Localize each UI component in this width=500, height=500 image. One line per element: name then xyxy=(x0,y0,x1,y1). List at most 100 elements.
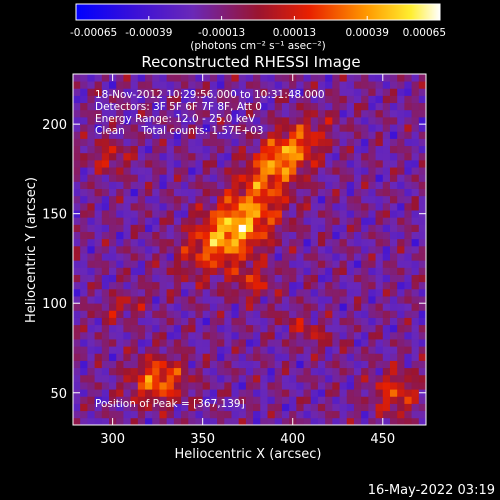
heatmap-cell xyxy=(116,288,124,297)
heatmap-cell xyxy=(94,174,103,182)
heatmap-cell xyxy=(123,274,132,283)
heatmap-cell xyxy=(310,417,319,426)
heatmap-cell xyxy=(339,202,348,211)
heatmap-cell xyxy=(274,81,283,89)
heatmap-cell xyxy=(317,116,326,125)
heatmap-cell xyxy=(303,238,312,247)
heatmap-cell xyxy=(238,174,247,182)
heatmap-cell xyxy=(397,138,405,147)
heatmap-cell xyxy=(202,167,211,175)
heatmap-cell xyxy=(397,131,405,139)
heatmap-cell xyxy=(173,403,182,412)
heatmap-cell xyxy=(238,145,247,154)
heatmap-cell xyxy=(332,331,340,340)
heatmap-cell xyxy=(166,410,175,419)
heatmap-cell xyxy=(152,317,160,326)
heatmap-cell xyxy=(325,74,333,82)
heatmap-cell xyxy=(346,367,355,376)
heatmap-cell xyxy=(94,346,103,354)
heatmap-cell xyxy=(332,131,340,139)
heatmap-cell xyxy=(317,331,326,340)
heatmap-cell xyxy=(166,331,175,340)
heatmap-cell xyxy=(245,281,254,290)
heatmap-cell xyxy=(181,303,189,311)
heatmap-cell xyxy=(361,159,369,168)
heatmap-cell xyxy=(389,303,398,311)
heatmap-cell xyxy=(389,124,398,132)
heatmap-cell xyxy=(382,95,391,104)
heatmap-cell xyxy=(231,95,240,104)
heatmap-cell xyxy=(80,339,88,347)
heatmap-cell xyxy=(260,245,268,254)
heatmap-cell xyxy=(94,210,103,218)
heatmap-cell xyxy=(123,296,132,304)
heatmap-cell xyxy=(289,317,297,326)
heatmap-cell xyxy=(202,331,211,340)
heatmap-cell xyxy=(361,303,369,311)
heatmap-cell xyxy=(339,245,348,254)
heatmap-cell xyxy=(73,224,81,232)
heatmap-cell xyxy=(353,188,362,197)
heatmap-cell xyxy=(73,202,81,211)
heatmap-cell xyxy=(137,238,146,247)
heatmap-cell xyxy=(281,260,290,268)
heatmap-cell xyxy=(195,389,204,397)
heatmap-cell xyxy=(332,145,340,154)
heatmap-cell xyxy=(137,274,146,283)
heatmap-cell xyxy=(281,374,290,383)
heatmap-cell xyxy=(209,389,218,397)
heatmap-cell xyxy=(145,417,153,426)
heatmap-cell xyxy=(217,245,225,254)
heatmap-cell xyxy=(397,245,405,254)
heatmap-cell xyxy=(281,102,290,111)
heatmap-cell xyxy=(80,217,88,225)
heatmap-cell xyxy=(152,382,160,390)
heatmap-cell xyxy=(317,382,326,390)
heatmap-cell xyxy=(346,102,355,111)
heatmap-cell xyxy=(382,210,391,218)
heatmap-cell xyxy=(353,346,362,354)
heatmap-cell xyxy=(217,288,225,297)
heatmap-cell xyxy=(382,288,391,297)
heatmap-cell xyxy=(332,374,340,383)
heatmap-cell xyxy=(152,124,160,132)
heatmap-cell xyxy=(166,288,175,297)
energy-range-text: Energy Range: 12.0 - 25.0 keV xyxy=(95,113,256,125)
heatmap-cell xyxy=(145,231,153,240)
heatmap-cell xyxy=(80,310,88,318)
heatmap-cell xyxy=(80,360,88,369)
heatmap-cell xyxy=(145,260,153,268)
heatmap-cell xyxy=(368,417,376,426)
heatmap-cell xyxy=(346,167,355,175)
heatmap-cell xyxy=(166,124,175,132)
heatmap-cell xyxy=(195,124,204,132)
heatmap-cell xyxy=(281,417,290,426)
heatmap-cell xyxy=(382,124,391,132)
heatmap-cell xyxy=(159,138,168,147)
heatmap-cell xyxy=(368,374,376,383)
heatmap-cell xyxy=(152,195,160,204)
heatmap-cell xyxy=(231,102,240,111)
heatmap-cell xyxy=(73,317,81,326)
heatmap-cell xyxy=(253,174,261,182)
heatmap-cell xyxy=(109,102,117,111)
heatmap-cell xyxy=(260,324,268,333)
heatmap-cell xyxy=(368,95,376,104)
heatmap-cell xyxy=(346,417,355,426)
heatmap-cell xyxy=(346,116,355,125)
heatmap-cell xyxy=(245,116,254,125)
heatmap-cell xyxy=(166,231,175,240)
x-tick-label: 400 xyxy=(280,432,305,447)
heatmap-cell xyxy=(94,267,103,275)
heatmap-cell xyxy=(353,224,362,232)
heatmap-cell xyxy=(353,181,362,190)
heatmap-cell xyxy=(411,367,420,376)
heatmap-cell xyxy=(375,167,384,175)
heatmap-cell xyxy=(159,195,168,204)
heatmap-cell xyxy=(238,288,247,297)
heatmap-cell xyxy=(296,396,304,404)
heatmap-cell xyxy=(231,124,240,132)
heatmap-cell xyxy=(123,152,132,161)
heatmap-cell xyxy=(332,152,340,161)
heatmap-cell xyxy=(361,124,369,132)
